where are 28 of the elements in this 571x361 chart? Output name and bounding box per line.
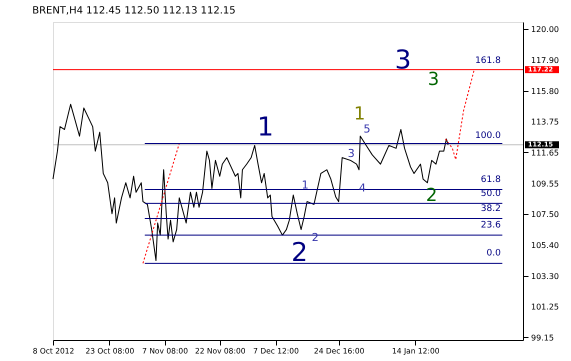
- annotation: 2: [426, 184, 438, 206]
- chart-title: BRENT,H4 112.45 112.50 112.13 112.15: [32, 5, 236, 16]
- y-tick-label: 113.75: [531, 118, 559, 127]
- annotation: 3: [394, 45, 412, 76]
- y-tick-label: 120.00: [531, 25, 559, 34]
- y-tick-label: 99.15: [531, 334, 554, 343]
- y-tick-label: 109.55: [531, 180, 559, 189]
- annotation: 161.8: [475, 56, 502, 66]
- annotation: 61.8: [480, 174, 502, 185]
- annotation: 38.2: [480, 204, 501, 214]
- annotation: 23.6: [480, 220, 502, 231]
- y-tick-label: 115.80: [531, 87, 559, 96]
- line-series: [52, 104, 449, 261]
- y-tick-label: 111.65: [531, 148, 559, 158]
- y-tick-label: 103.30: [531, 272, 559, 282]
- annotation: 1: [257, 112, 274, 143]
- y-tick-label: 105.40: [531, 241, 559, 250]
- annotation: 5: [363, 122, 370, 136]
- annotation: 1: [302, 178, 309, 192]
- annotation: 100.0: [475, 130, 502, 141]
- y-tick-label: 101.25: [531, 302, 559, 312]
- y-tick-label: 117.90: [531, 56, 559, 66]
- annotation: 3: [348, 146, 355, 160]
- annotation: 0.0: [486, 248, 502, 259]
- annotation: 1: [354, 104, 366, 125]
- y-tick-label: 107.50: [531, 210, 559, 220]
- annotation: 2: [291, 238, 308, 268]
- annotation: 3: [428, 68, 440, 90]
